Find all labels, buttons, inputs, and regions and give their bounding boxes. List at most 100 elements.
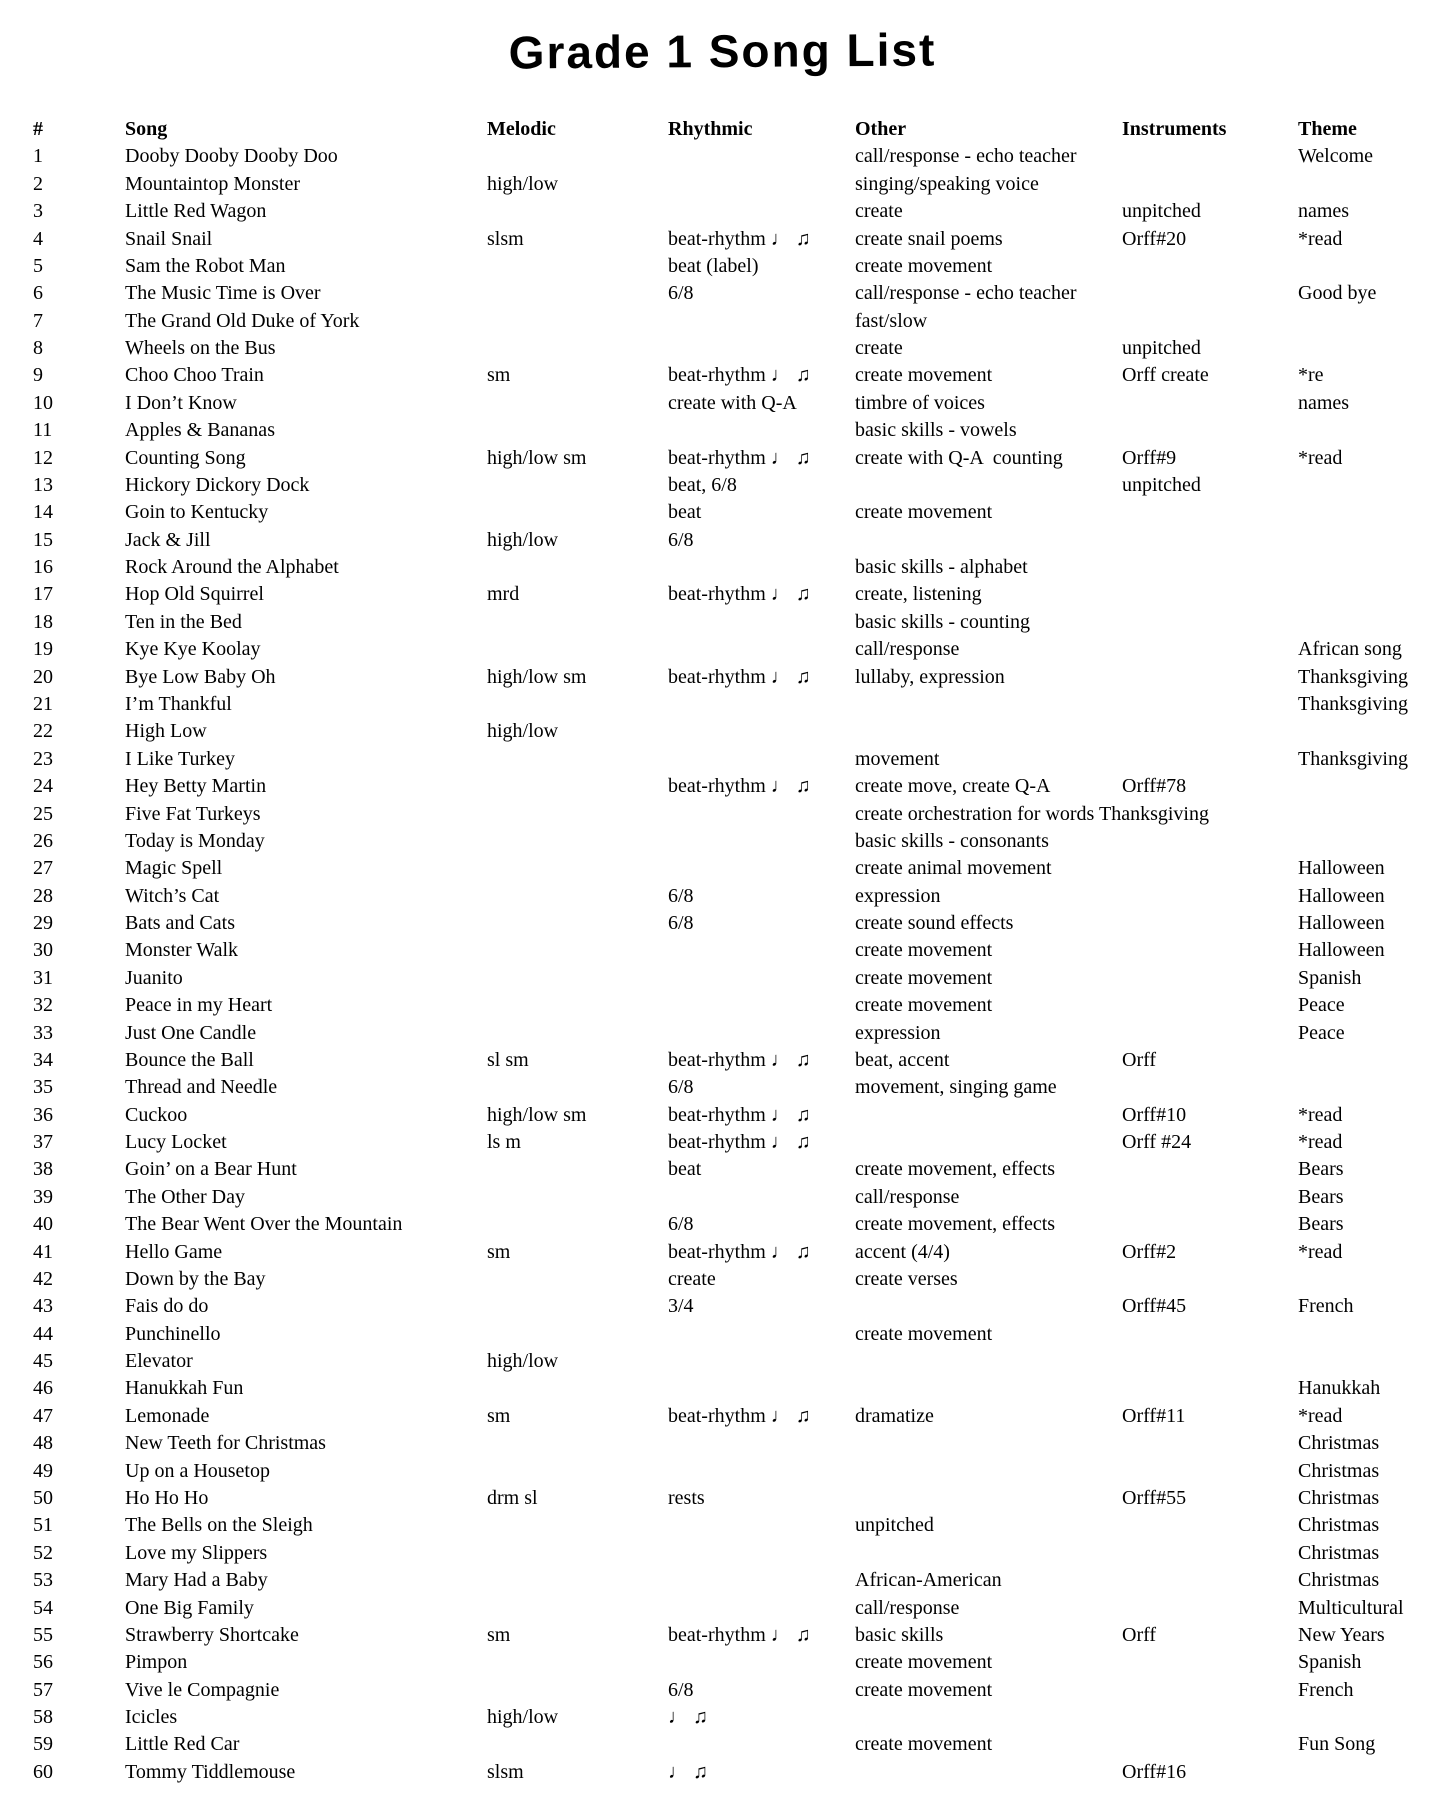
cell-instruments: Orff#78 <box>1122 775 1187 798</box>
table-row: 9 Choo Choo Train sm beat-rhythm ♩ ♫ create … <box>0 362 1445 390</box>
cell-instruments: unpitched <box>1122 337 1201 360</box>
cell-song: Kye Kye Koolay <box>125 638 261 661</box>
cell-other: call/response <box>855 1185 960 1208</box>
cell-rhythmic: 6/8 <box>668 1076 694 1099</box>
table-row: 20 Bye Low Baby Oh high/low sm beat-rhythm … <box>0 664 1445 692</box>
table-row: 19 Kye Kye Koolay call/response African son… <box>0 636 1445 664</box>
cell-num: 7 <box>33 309 43 332</box>
cell-song: Hey Betty Martin <box>125 775 267 798</box>
cell-song: Hop Old Squirrel <box>125 583 264 606</box>
table-row: 31 Juanito create movement Spanish <box>0 965 1445 993</box>
cell-other: create movement, effects <box>855 1158 1056 1181</box>
table-row: 43 Fais do do 3/4 Orff#45 French <box>0 1293 1445 1321</box>
cell-melodic: sm <box>487 1623 511 1646</box>
cell-num: 2 <box>33 172 43 195</box>
cell-theme: *read <box>1298 1131 1343 1154</box>
cell-other: create move, create Q-A <box>855 775 1051 798</box>
cell-num: 9 <box>33 364 43 387</box>
cell-song: The Grand Old Duke of York <box>125 309 360 332</box>
cell-other: create <box>855 200 903 223</box>
table-row: 46 Hanukkah Fun Hanukkah <box>0 1375 1445 1403</box>
cell-song: Witch’s Cat <box>125 884 220 907</box>
cell-rhythmic: beat-rhythm ♩ ♫ <box>668 1103 811 1126</box>
table-row: 13 Hickory Dickory Dock beat, 6/8 unpitched <box>0 472 1445 500</box>
cell-instruments: Orff#10 <box>1122 1103 1187 1126</box>
cell-num: 10 <box>33 391 53 414</box>
cell-theme: *read <box>1298 1103 1343 1126</box>
cell-num: 11 <box>33 419 53 442</box>
cell-other: expression <box>855 1021 941 1044</box>
cell-other: create sound effects <box>855 912 1014 935</box>
cell-other: beat, accent <box>855 1048 950 1071</box>
cell-num: 49 <box>33 1459 53 1482</box>
cell-song: Apples & Bananas <box>125 419 275 442</box>
cell-theme: African song <box>1298 638 1402 661</box>
cell-song: Elevator <box>125 1350 193 1373</box>
cell-song: Today is Monday <box>125 829 265 852</box>
cell-theme: names <box>1298 200 1350 223</box>
table-row: 56 Pimpon create movement Spanish <box>0 1649 1445 1677</box>
cell-other: create movement <box>855 939 993 962</box>
cell-rhythmic: 6/8 <box>668 1213 694 1236</box>
table-row: 54 One Big Family call/response Multicultur… <box>0 1595 1445 1623</box>
cell-num: 14 <box>33 501 53 524</box>
cell-num: 26 <box>33 829 53 852</box>
cell-song: Mountaintop Monster <box>125 172 300 195</box>
table-row: 37 Lucy Locket ls m beat-rhythm ♩ ♫ Orff #24… <box>0 1129 1445 1157</box>
table-row: 39 The Other Day call/response Bears <box>0 1184 1445 1212</box>
cell-instruments: Orff <box>1122 1623 1157 1646</box>
cell-melodic: high/low sm <box>487 446 587 469</box>
table-row: 25 Five Fat Turkeys create orchestration f… <box>0 801 1445 829</box>
cell-theme: *read <box>1298 1240 1343 1263</box>
table-row: 35 Thread and Needle 6/8 movement, singing … <box>0 1074 1445 1102</box>
table-row: 55 Strawberry Shortcake sm beat-rhythm ♩ ♫ b… <box>0 1622 1445 1650</box>
cell-rhythmic: ♩ ♫ <box>668 1760 708 1783</box>
cell-other: accent (4/4) <box>855 1240 950 1263</box>
cell-song: The Music Time is Over <box>125 282 321 305</box>
cell-other: basic skills - vowels <box>855 419 1017 442</box>
cell-theme: Spanish <box>1298 1651 1362 1674</box>
cell-theme: Halloween <box>1298 884 1385 907</box>
cell-num: 47 <box>33 1404 53 1427</box>
cell-song: High Low <box>125 720 207 743</box>
column-header-num: # <box>33 118 43 140</box>
table-row: 27 Magic Spell create animal movement Hallo… <box>0 855 1445 883</box>
cell-melodic: slsm <box>487 1760 524 1783</box>
cell-rhythmic: beat-rhythm ♩ ♫ <box>668 1240 811 1263</box>
cell-melodic: mrd <box>487 583 520 606</box>
cell-theme: *re <box>1298 364 1324 387</box>
cell-theme: Bears <box>1298 1185 1344 1208</box>
cell-instruments: unpitched <box>1122 473 1201 496</box>
cell-other: create, listening <box>855 583 982 606</box>
cell-num: 48 <box>33 1432 53 1455</box>
cell-song: I’m Thankful <box>125 692 232 715</box>
cell-theme: Peace <box>1298 1021 1345 1044</box>
cell-theme: New Years <box>1298 1623 1385 1646</box>
cell-melodic: slsm <box>487 227 524 250</box>
cell-instruments: Orff create <box>1122 364 1209 387</box>
table-row: 24 Hey Betty Martin beat-rhythm ♩ ♫ create … <box>0 773 1445 801</box>
cell-song: Juanito <box>125 966 183 989</box>
cell-theme: Christmas <box>1298 1514 1380 1537</box>
cell-song: Love my Slippers <box>125 1541 268 1564</box>
cell-theme: Thanksgiving <box>1298 692 1408 715</box>
cell-other: basic skills - counting <box>855 610 1030 633</box>
column-header-instruments: Instruments <box>1122 118 1227 140</box>
cell-theme: Multicultural <box>1298 1596 1404 1619</box>
cell-melodic: high/low <box>487 1706 559 1729</box>
cell-other: create with Q-A counting <box>855 446 1063 469</box>
cell-num: 30 <box>33 939 53 962</box>
cell-rhythmic: beat-rhythm ♩ ♫ <box>668 1048 811 1071</box>
cell-rhythmic: create <box>668 1267 716 1290</box>
cell-other: call/response <box>855 638 960 661</box>
cell-theme: Peace <box>1298 994 1345 1017</box>
cell-other: basic skills <box>855 1623 944 1646</box>
cell-song: The Bells on the Sleigh <box>125 1514 313 1537</box>
cell-theme: French <box>1298 1295 1354 1318</box>
cell-num: 38 <box>33 1158 53 1181</box>
cell-song: Thread and Needle <box>125 1076 278 1099</box>
table-row: 38 Goin’ on a Bear Hunt beat create movemen… <box>0 1156 1445 1184</box>
table-row: 21 I’m Thankful Thanksgiving <box>0 691 1445 719</box>
cell-num: 32 <box>33 994 53 1017</box>
table-row: 23 I Like Turkey movement Thanksgiving <box>0 746 1445 774</box>
